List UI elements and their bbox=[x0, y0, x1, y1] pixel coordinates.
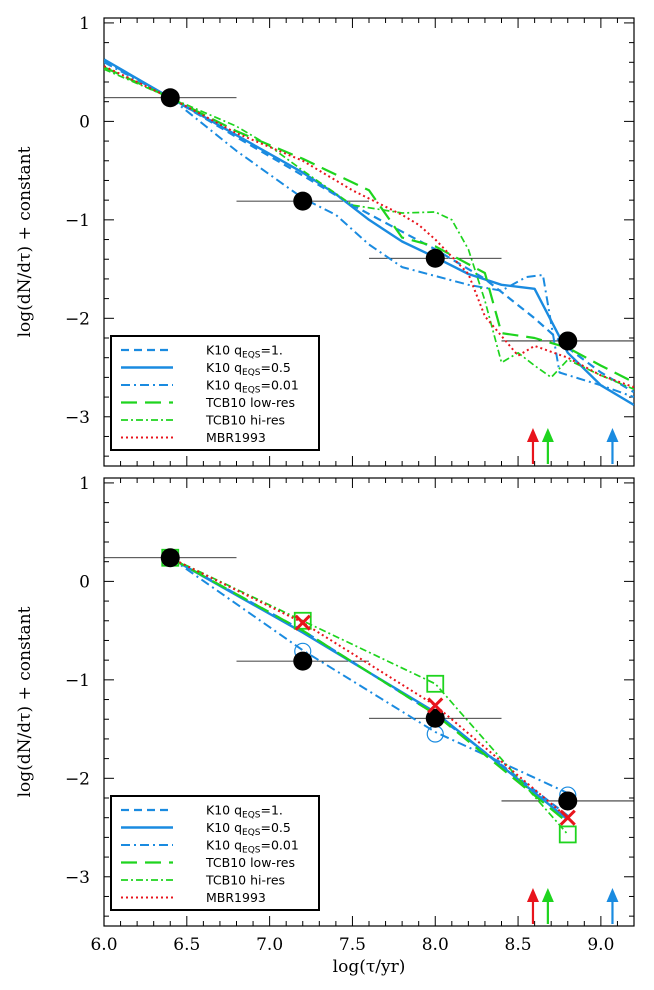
legend-entry-sub: EQS bbox=[242, 351, 261, 361]
legend-entry: K10 qEQS=0.01 bbox=[206, 838, 299, 856]
observed-point bbox=[558, 331, 578, 351]
legend-entry-name: TCB10 hi-res bbox=[205, 413, 285, 428]
legend-entry-name: K10 q bbox=[206, 378, 242, 393]
series-line bbox=[169, 556, 569, 824]
bottom-panel: 1 0 −1 −2 −3 6.0 6.5 7.0 7.5 8.0 8.5 9.0 log(dN/dτ) … bbox=[15, 474, 635, 977]
mbr-cross-marker bbox=[427, 697, 444, 714]
y-axis-label: log(dN/dτ) + constant bbox=[15, 146, 35, 337]
legend-entry: MBR1993 bbox=[206, 430, 266, 445]
legend-entry-name: K10 q bbox=[206, 803, 242, 818]
legend-entry-sub: EQS bbox=[242, 386, 261, 396]
mbr-cross-marker bbox=[559, 809, 576, 826]
y-tick-label: −2 bbox=[65, 769, 90, 789]
legend-entry-name: TCB10 low-res bbox=[205, 395, 295, 410]
tcb10-square-marker bbox=[558, 825, 577, 844]
legend-entry-suffix: =1. bbox=[261, 343, 283, 358]
observed-point bbox=[425, 248, 445, 268]
series-line bbox=[104, 68, 634, 390]
legend-entry-suffix: =0.5 bbox=[261, 360, 291, 375]
series-line bbox=[104, 66, 634, 384]
legend-entry: K10 qEQS=0.5 bbox=[206, 820, 291, 838]
x-tick-label: 7.5 bbox=[339, 935, 366, 955]
x-axis-label: log(τ/yr) bbox=[333, 957, 406, 977]
legend-entry: K10 qEQS=1. bbox=[206, 803, 283, 821]
series-line bbox=[169, 556, 569, 821]
legend-entry-sub: EQS bbox=[242, 846, 261, 856]
y-tick-label: −3 bbox=[65, 868, 90, 888]
legend-entry-sub: EQS bbox=[242, 368, 261, 378]
x-tick-label: 8.5 bbox=[505, 935, 532, 955]
age-arrow-head bbox=[526, 428, 539, 442]
x-tick-label: 9.0 bbox=[587, 935, 614, 955]
legend-entry: K10 qEQS=1. bbox=[206, 343, 283, 361]
tcb10-square-marker bbox=[426, 674, 445, 693]
age-arrow-head bbox=[526, 888, 539, 902]
legend-entry-name: TCB10 hi-res bbox=[205, 873, 285, 888]
y-tick-label: −1 bbox=[65, 671, 90, 691]
y-tick-label: −2 bbox=[65, 309, 90, 329]
legend-entry-name: TCB10 low-res bbox=[205, 855, 295, 870]
legend-entry-name: MBR1993 bbox=[206, 430, 266, 445]
age-arrow-head bbox=[541, 888, 554, 902]
mbr-cross-marker bbox=[294, 614, 311, 631]
legend-entry-sub: EQS bbox=[242, 811, 261, 821]
legend-entry-suffix: =0.5 bbox=[261, 820, 291, 835]
y-tick-label: 0 bbox=[79, 112, 90, 132]
observed-point bbox=[160, 88, 180, 108]
plot-area bbox=[104, 58, 634, 407]
x-tick-label: 8.0 bbox=[422, 935, 449, 955]
x-tick-label: 6.5 bbox=[173, 935, 200, 955]
y-axis-label: log(dN/dτ) + constant bbox=[15, 606, 35, 797]
legend-entry: TCB10 low-res bbox=[205, 855, 295, 870]
legend-entry-name: MBR1993 bbox=[206, 890, 266, 905]
observed-point bbox=[293, 191, 313, 211]
y-tick-label: 1 bbox=[79, 14, 90, 34]
y-tick-label: −3 bbox=[65, 408, 90, 428]
legend-entry: K10 qEQS=0.5 bbox=[206, 360, 291, 378]
age-arrow-head bbox=[606, 888, 619, 902]
x-tick-label: 7.0 bbox=[256, 935, 283, 955]
legend-entry-suffix: =1. bbox=[261, 803, 283, 818]
legend-entry-name: K10 q bbox=[206, 820, 242, 835]
legend-box bbox=[110, 795, 320, 911]
series-line bbox=[169, 556, 569, 795]
legend-entry: TCB10 hi-res bbox=[205, 413, 285, 428]
legend-entry-sub: EQS bbox=[242, 828, 261, 838]
legend-entry-name: K10 q bbox=[206, 838, 242, 853]
legend-entry: K10 qEQS=0.01 bbox=[206, 378, 299, 396]
series-line bbox=[169, 556, 569, 817]
y-tick-label: 0 bbox=[79, 572, 90, 592]
legend-entry: TCB10 hi-res bbox=[205, 873, 285, 888]
observed-point bbox=[293, 651, 313, 671]
legend-entry-name: K10 q bbox=[206, 343, 242, 358]
series-line bbox=[169, 557, 569, 835]
series-line bbox=[104, 61, 634, 399]
legend-entry-suffix: =0.01 bbox=[261, 378, 299, 393]
series-line bbox=[169, 556, 569, 819]
legend-box bbox=[110, 335, 320, 451]
y-tick-label: 1 bbox=[79, 474, 90, 494]
legend-entry: MBR1993 bbox=[206, 890, 266, 905]
observed-point bbox=[425, 708, 445, 728]
legend-entry-suffix: =0.01 bbox=[261, 838, 299, 853]
legend-entry: TCB10 low-res bbox=[205, 395, 295, 410]
tcb10-square-marker bbox=[293, 611, 312, 630]
legend-entry-name: K10 q bbox=[206, 360, 242, 375]
plot-area bbox=[104, 548, 634, 844]
y-tick-label: −1 bbox=[65, 211, 90, 231]
observed-point bbox=[160, 548, 180, 568]
x-tick-label: 6.0 bbox=[90, 935, 117, 955]
observed-point bbox=[558, 791, 578, 811]
age-arrow-head bbox=[541, 428, 554, 442]
age-arrow-head bbox=[606, 428, 619, 442]
